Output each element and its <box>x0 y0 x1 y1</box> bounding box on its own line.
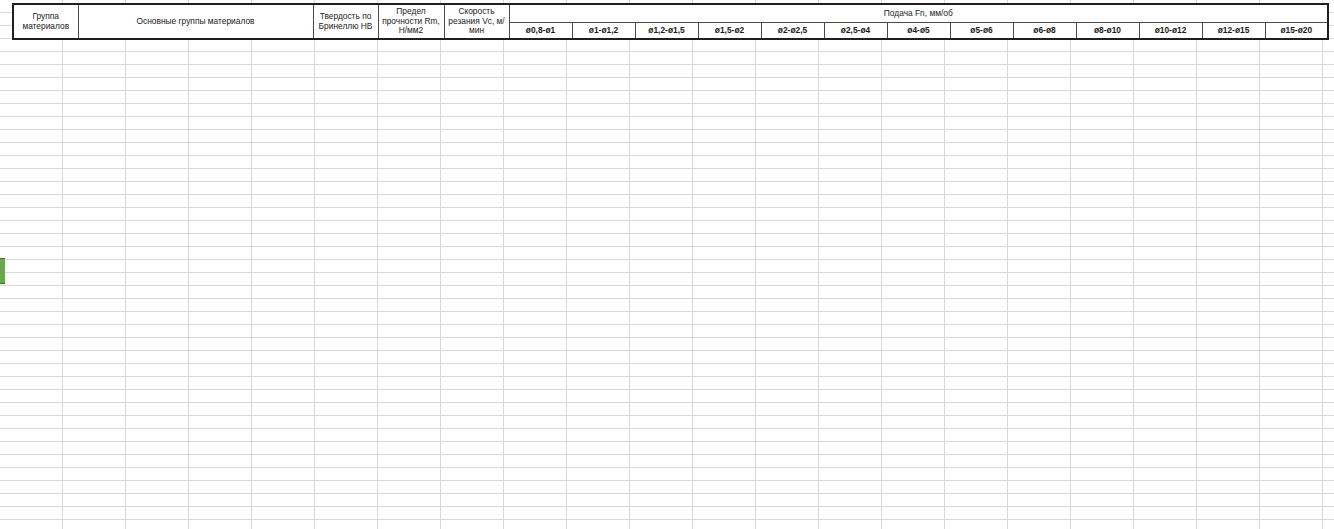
col-header-hardness[interactable]: Твердость по Бринеллю HB <box>313 4 378 39</box>
diameter-header[interactable]: ø15-ø20 <box>1265 23 1328 40</box>
col-header-feed[interactable]: Подача Fn, мм/об <box>509 4 1328 23</box>
table-header: Группа материаловОсновные группы материа… <box>13 4 1328 39</box>
diameter-header[interactable]: ø8-ø10 <box>1076 23 1139 40</box>
col-header-speed[interactable]: Скорость резания Vc, м/мин <box>444 4 509 39</box>
diameter-header[interactable]: ø0,8-ø1 <box>509 23 572 40</box>
diameter-header[interactable]: ø5-ø6 <box>950 23 1013 40</box>
material-table: Группа материаловОсновные группы материа… <box>12 3 1329 40</box>
diameter-header[interactable]: ø1,5-ø2 <box>698 23 761 40</box>
diameter-header[interactable]: ø12-ø15 <box>1202 23 1265 40</box>
col-header-strength[interactable]: Предел прочности Rm, Н/мм2 <box>378 4 444 39</box>
diameter-header[interactable]: ø1,2-ø1,5 <box>635 23 698 40</box>
diameter-header[interactable]: ø2-ø2,5 <box>761 23 824 40</box>
diameter-header[interactable]: ø2,5-ø4 <box>824 23 887 40</box>
diameter-header[interactable]: ø6-ø8 <box>1013 23 1076 40</box>
col-header-group[interactable]: Группа материалов <box>13 4 78 39</box>
col-header-main-groups[interactable]: Основные группы материалов <box>78 4 313 39</box>
partial-green-cell <box>0 258 5 284</box>
diameter-header[interactable]: ø4-ø5 <box>887 23 950 40</box>
diameter-header[interactable]: ø1-ø1,2 <box>572 23 635 40</box>
diameter-header[interactable]: ø10-ø12 <box>1139 23 1202 40</box>
spreadsheet: Группа материаловОсновные группы материа… <box>0 0 1334 529</box>
